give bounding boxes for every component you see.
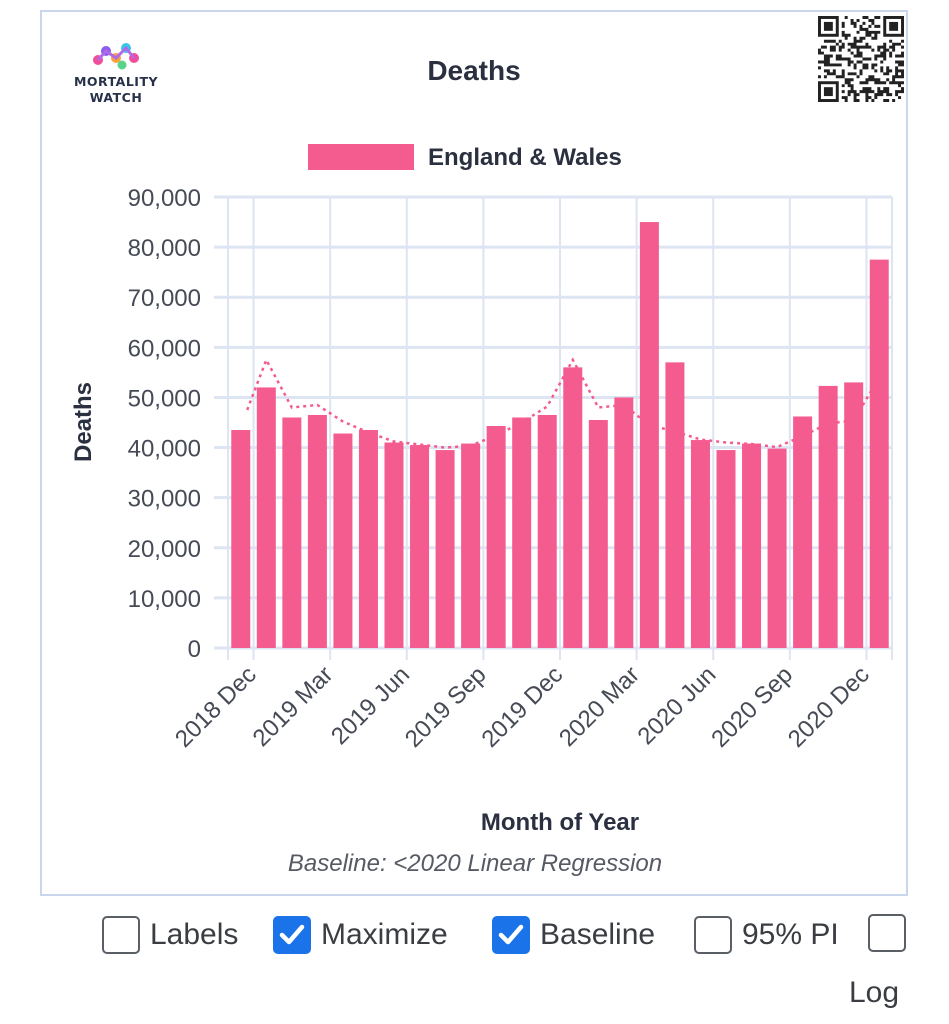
y-tick-label: 70,000 <box>128 285 201 312</box>
maximize-checkbox-row[interactable]: Maximize <box>273 916 448 954</box>
qr-finder <box>818 81 839 102</box>
bar-2019-dec[interactable] <box>537 414 557 648</box>
bar-2020-apr[interactable] <box>639 222 659 649</box>
bar-chart: Deaths England & Wales 0 10,000 20,000 30,0… <box>70 55 893 877</box>
pi-checkbox-row[interactable]: 95% PI <box>694 916 839 954</box>
baseline-caption: Baseline: <2020 Linear Regression <box>288 850 662 877</box>
labels-checkbox-row[interactable]: Labels <box>102 916 238 954</box>
x-tick-label: 2019 Dec <box>476 661 568 753</box>
bar-2019-feb[interactable] <box>282 417 302 648</box>
x-tick-label: 2020 Sep <box>706 661 798 753</box>
pi-95-checkbox[interactable] <box>694 916 732 954</box>
qr-finder <box>883 16 904 37</box>
bar-2020-feb[interactable] <box>588 419 608 648</box>
bar-2018-dec[interactable] <box>231 430 251 648</box>
y-tick-label: 60,000 <box>128 335 201 362</box>
y-tick-label: 20,000 <box>128 536 201 563</box>
y-tick-label: 40,000 <box>128 436 201 463</box>
bar-2019-apr[interactable] <box>333 433 353 648</box>
bar-2019-may[interactable] <box>358 430 378 648</box>
x-tick-label: 2020 Dec <box>783 661 875 753</box>
logo-mark-icon <box>93 43 139 70</box>
x-tick-label: 2019 Mar <box>248 661 339 752</box>
bar-2019-oct[interactable] <box>486 426 506 648</box>
checkmark-icon <box>279 924 305 945</box>
log-checkbox-row[interactable] <box>868 914 906 952</box>
bar-2019-jul[interactable] <box>410 445 430 648</box>
bar-2020-mar[interactable] <box>614 397 634 648</box>
logo-text-line1: MORTALITY <box>73 74 159 89</box>
baseline-checkbox[interactable] <box>492 916 530 954</box>
qr-code-icon[interactable] <box>818 16 904 102</box>
y-tick-label: 50,000 <box>128 385 201 412</box>
bar-2020-nov[interactable] <box>818 385 838 648</box>
log-checkbox[interactable] <box>868 914 906 952</box>
baseline-line <box>246 356 881 449</box>
y-tick-label: 30,000 <box>128 486 201 513</box>
bar-2019-nov[interactable] <box>512 417 532 648</box>
bar-2020-jan[interactable] <box>563 367 583 648</box>
bar-2019-aug[interactable] <box>435 450 455 648</box>
bar-2020-oct[interactable] <box>793 416 813 648</box>
labels-checkbox-label[interactable]: Labels <box>150 918 239 951</box>
y-tick-label: 90,000 <box>128 185 201 212</box>
bar-2020-dec[interactable] <box>844 382 864 648</box>
bar-2020-jul[interactable] <box>716 450 736 648</box>
chart-title: Deaths <box>427 55 520 86</box>
y-tick-label: 80,000 <box>128 235 201 262</box>
bar-2020-may[interactable] <box>665 362 685 648</box>
logo-text-line2: WATCH <box>89 90 143 105</box>
qr-finder <box>818 16 839 37</box>
baseline-checkbox-row[interactable]: Baseline <box>492 916 655 954</box>
checkmark-icon <box>498 924 524 945</box>
y-tick-label: 0 <box>188 636 201 663</box>
qr-modules <box>818 16 904 102</box>
pi-95-checkbox-label[interactable]: 95% PI <box>742 918 839 951</box>
labels-checkbox[interactable] <box>102 916 140 954</box>
qr-finder-center <box>823 21 833 31</box>
x-axis-label: Month of Year <box>481 809 639 836</box>
maximize-checkbox[interactable] <box>273 916 311 954</box>
chart-controls: Labels Maximize Baseline 95% PI Log <box>0 900 949 1024</box>
maximize-checkbox-label[interactable]: Maximize <box>321 918 448 951</box>
mortality-watch-logo[interactable]: MORTALITY WATCH <box>64 36 168 110</box>
bar-2020-jun[interactable] <box>690 440 710 648</box>
x-tick-label: 2020 Mar <box>554 661 645 752</box>
baseline-checkbox-label[interactable]: Baseline <box>540 918 656 951</box>
y-axis-label: Deaths <box>70 382 97 462</box>
qr-finder-center <box>823 87 833 97</box>
bar-2020-aug[interactable] <box>742 443 762 648</box>
bar-2020-sep[interactable] <box>767 448 787 648</box>
x-tick-label: 2019 Sep <box>400 661 492 753</box>
bar-2019-mar[interactable] <box>307 414 327 648</box>
bar-2019-jan[interactable] <box>256 387 276 648</box>
qr-finder-center <box>889 21 899 31</box>
bar-2019-jun[interactable] <box>384 442 404 648</box>
bar-2019-sep[interactable] <box>461 443 481 648</box>
y-tick-label: 10,000 <box>128 586 201 613</box>
log-checkbox-label[interactable]: Log <box>849 976 900 1009</box>
legend-label[interactable]: England & Wales <box>428 144 622 171</box>
legend-swatch[interactable] <box>308 144 414 170</box>
x-tick-label: 2018 Dec <box>170 661 262 753</box>
bar-2021-jan[interactable] <box>869 259 889 648</box>
